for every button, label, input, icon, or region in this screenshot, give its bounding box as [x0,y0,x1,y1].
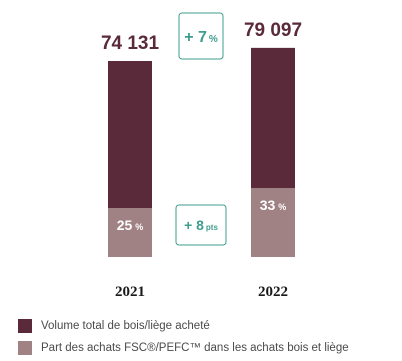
delta-badges-layer: + 7 % + 8 pts [175,12,227,246]
delta-badge-share [175,204,227,246]
total-value-label-2021: 74 131 [101,33,160,54]
legend: Volume total de bois/liège acheté Part d… [18,315,349,359]
bar-share-2021 [108,208,152,257]
legend-label-total: Volume total de bois/liège acheté [41,320,210,332]
category-label-2022: 2022 [258,284,288,300]
delta-label-share: + 8 pts [184,217,218,233]
legend-swatch-share [18,341,32,355]
bar-chart: 74 131 25 % 2021 79 097 33 % 2022 + 7 % + 8 pts [101,12,302,300]
legend-label-share: Part des achats FSC®/PEFC™ dans les acha… [41,342,349,354]
delta-label-volume: + 7% [184,29,218,46]
share-value-label-2021: 25% [117,217,144,233]
legend-item-total: Volume total de bois/liège acheté [18,315,349,337]
bars-layer [108,47,295,257]
delta-badge-volume [178,12,224,60]
legend-item-share: Part des achats FSC®/PEFC™ dans les acha… [18,337,349,359]
total-value-label-2022: 79 097 [244,20,302,41]
category-label-2021: 2021 [115,284,145,300]
labels-layer: 74 131 25 % 2021 79 097 33 % 2022 [101,20,302,300]
bar-share-2022 [251,187,295,257]
legend-swatch-total [18,319,32,333]
share-value-label-2022: 33% [260,197,287,213]
